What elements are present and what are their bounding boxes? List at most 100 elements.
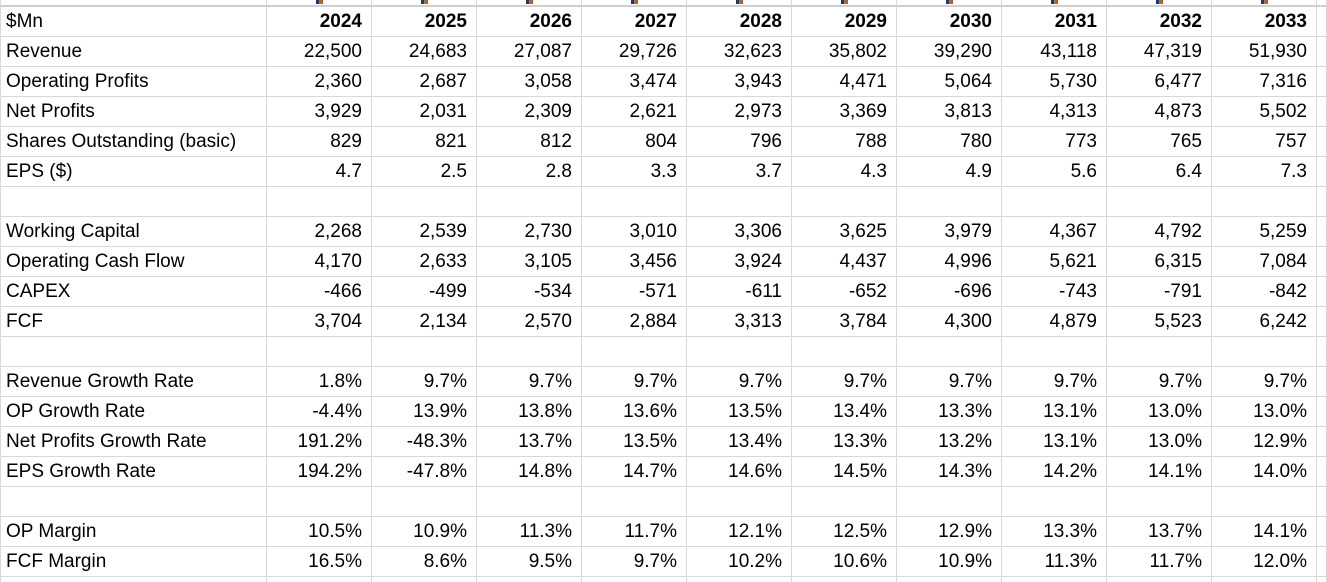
cell[interactable]: 43,118	[1002, 37, 1107, 67]
cell[interactable]: 9.7%	[1107, 367, 1212, 397]
cell[interactable]: 5,621	[1002, 247, 1107, 277]
cell[interactable]: 2,621	[582, 97, 687, 127]
partial-column-cell[interactable]	[1317, 547, 1327, 577]
cell[interactable]: 4,792	[1107, 217, 1212, 247]
cell[interactable]: 3,979	[897, 217, 1002, 247]
cell[interactable]: 804	[582, 127, 687, 157]
cell[interactable]: 4,170	[267, 247, 372, 277]
cell[interactable]: 3,456	[582, 247, 687, 277]
clipped-cell[interactable]	[1212, 0, 1317, 7]
cell[interactable]: 2,539	[372, 217, 477, 247]
cell[interactable]: 4.7	[267, 157, 372, 187]
cell[interactable]: 3,105	[477, 247, 582, 277]
row-label[interactable]: Revenue	[0, 37, 267, 67]
partial-column-cell[interactable]	[1317, 7, 1327, 37]
cell[interactable]: 12.9%	[1212, 427, 1317, 457]
cell[interactable]	[792, 487, 897, 517]
cell[interactable]: 16.5%	[267, 547, 372, 577]
cell[interactable]: 9.7%	[1212, 367, 1317, 397]
cell[interactable]: 7,316	[1212, 67, 1317, 97]
row-label[interactable]: EPS ($)	[0, 157, 267, 187]
cell[interactable]: -611	[687, 277, 792, 307]
cell[interactable]: 5,259	[1212, 217, 1317, 247]
clipped-cell[interactable]	[372, 577, 477, 582]
clipped-cell[interactable]	[267, 0, 372, 7]
cell[interactable]: 3,058	[477, 67, 582, 97]
cell[interactable]: 13.7%	[1107, 517, 1212, 547]
row-label[interactable]: OP Growth Rate	[0, 397, 267, 427]
cell[interactable]: 13.5%	[687, 397, 792, 427]
cell[interactable]: 14.8%	[477, 457, 582, 487]
cell[interactable]	[267, 337, 372, 367]
cell[interactable]: 4,471	[792, 67, 897, 97]
cell[interactable]: 10.9%	[372, 517, 477, 547]
cell[interactable]: 194.2%	[267, 457, 372, 487]
partial-column-cell[interactable]	[1317, 97, 1327, 127]
cell[interactable]: 5,502	[1212, 97, 1317, 127]
cell[interactable]: 13.5%	[582, 427, 687, 457]
cell[interactable]: 3,943	[687, 67, 792, 97]
cell[interactable]: 5,523	[1107, 307, 1212, 337]
cell[interactable]: 10.6%	[792, 547, 897, 577]
cell[interactable]: 11.7%	[1107, 547, 1212, 577]
cell[interactable]: 796	[687, 127, 792, 157]
cell[interactable]: 3,929	[267, 97, 372, 127]
cell[interactable]	[1107, 187, 1212, 217]
year-header[interactable]: 2028	[687, 7, 792, 37]
year-header[interactable]: 2029	[792, 7, 897, 37]
cell[interactable]: 9.5%	[477, 547, 582, 577]
cell[interactable]	[897, 337, 1002, 367]
cell[interactable]: 13.6%	[582, 397, 687, 427]
cell[interactable]: 14.1%	[1107, 457, 1212, 487]
partial-column-cell[interactable]	[1317, 37, 1327, 67]
cell[interactable]: 812	[477, 127, 582, 157]
cell[interactable]: 2,031	[372, 97, 477, 127]
cell[interactable]	[792, 187, 897, 217]
cell[interactable]: 3,474	[582, 67, 687, 97]
clipped-cell[interactable]	[1212, 577, 1317, 582]
partial-column-cell[interactable]	[1317, 217, 1327, 247]
row-label[interactable]: Operating Cash Flow	[0, 247, 267, 277]
cell[interactable]: 13.2%	[897, 427, 1002, 457]
cell[interactable]: 3.3	[582, 157, 687, 187]
row-label[interactable]	[0, 187, 267, 217]
clipped-cell[interactable]	[0, 577, 267, 582]
cell[interactable]: 13.1%	[1002, 397, 1107, 427]
cell[interactable]: 14.1%	[1212, 517, 1317, 547]
cell[interactable]: 13.0%	[1107, 427, 1212, 457]
cell[interactable]: 14.0%	[1212, 457, 1317, 487]
cell[interactable]: 765	[1107, 127, 1212, 157]
cell[interactable]	[582, 187, 687, 217]
row-label[interactable]: CAPEX	[0, 277, 267, 307]
cell[interactable]: -4.4%	[267, 397, 372, 427]
cell[interactable]: -743	[1002, 277, 1107, 307]
partial-column-cell[interactable]	[1317, 427, 1327, 457]
cell[interactable]: 9.7%	[1002, 367, 1107, 397]
partial-column-cell[interactable]	[1317, 487, 1327, 517]
cell[interactable]: 27,087	[477, 37, 582, 67]
cell[interactable]	[582, 487, 687, 517]
cell[interactable]	[372, 187, 477, 217]
row-label[interactable]: Net Profits Growth Rate	[0, 427, 267, 457]
cell[interactable]: 3,010	[582, 217, 687, 247]
cell[interactable]: 11.3%	[1002, 547, 1107, 577]
row-label[interactable]: EPS Growth Rate	[0, 457, 267, 487]
cell[interactable]: 14.3%	[897, 457, 1002, 487]
cell[interactable]: 13.3%	[897, 397, 1002, 427]
cell[interactable]: 14.6%	[687, 457, 792, 487]
cell[interactable]: 3,369	[792, 97, 897, 127]
clipped-cell[interactable]	[687, 0, 792, 7]
cell[interactable]: 3,784	[792, 307, 897, 337]
cell[interactable]: 9.7%	[582, 367, 687, 397]
cell[interactable]	[1002, 337, 1107, 367]
partial-column-cell[interactable]	[1317, 157, 1327, 187]
cell[interactable]	[687, 487, 792, 517]
cell[interactable]	[1002, 187, 1107, 217]
year-header[interactable]: 2026	[477, 7, 582, 37]
cell[interactable]: 12.0%	[1212, 547, 1317, 577]
cell[interactable]: 9.7%	[792, 367, 897, 397]
cell[interactable]	[1107, 337, 1212, 367]
year-header[interactable]: 2033	[1212, 7, 1317, 37]
cell[interactable]: 13.1%	[1002, 427, 1107, 457]
cell[interactable]: 4,300	[897, 307, 1002, 337]
